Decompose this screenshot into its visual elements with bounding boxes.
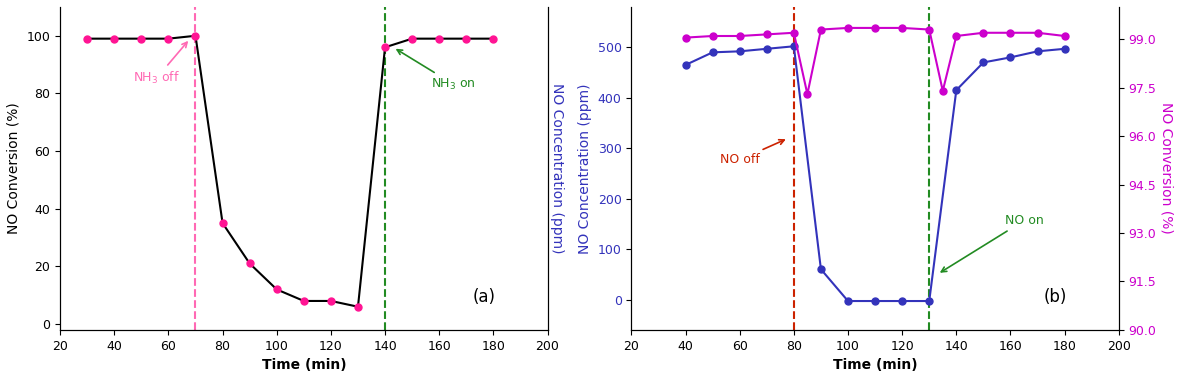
Y-axis label: NO Concentration (ppm): NO Concentration (ppm) [550, 83, 564, 254]
X-axis label: Time (min): Time (min) [833, 358, 917, 372]
Text: NO on: NO on [942, 214, 1044, 272]
X-axis label: Time (min): Time (min) [262, 358, 346, 372]
Text: NH$_3$ on: NH$_3$ on [398, 50, 476, 92]
Y-axis label: NO Conversion (%): NO Conversion (%) [1159, 102, 1173, 234]
Text: NH$_3$ off: NH$_3$ off [133, 42, 188, 86]
Y-axis label: NO Conversion (%): NO Conversion (%) [7, 102, 21, 234]
Y-axis label: NO Concentration (ppm): NO Concentration (ppm) [578, 83, 592, 254]
Text: (a): (a) [473, 288, 496, 307]
Text: NO off: NO off [720, 140, 785, 166]
Text: (b): (b) [1044, 288, 1067, 307]
